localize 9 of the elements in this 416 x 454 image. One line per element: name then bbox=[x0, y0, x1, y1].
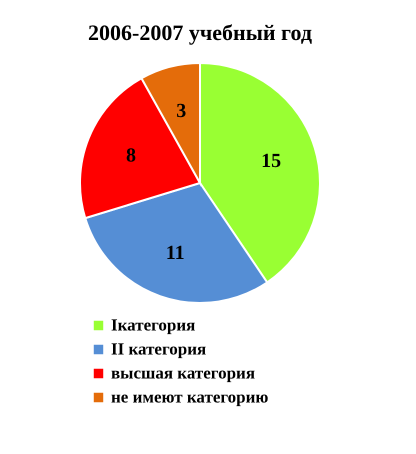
legend-label: II категория bbox=[111, 340, 206, 358]
data-label: 8 bbox=[126, 144, 136, 166]
legend-label: не имеют категорию bbox=[111, 388, 268, 406]
data-label: 15 bbox=[261, 150, 282, 172]
chart-title: 2006-2007 учебный год bbox=[88, 20, 312, 45]
data-label: 3 bbox=[176, 100, 186, 122]
legend-label: высшая категория bbox=[111, 364, 256, 382]
legend-label: Iкатегория bbox=[111, 316, 196, 334]
data-label: 11 bbox=[166, 242, 185, 264]
